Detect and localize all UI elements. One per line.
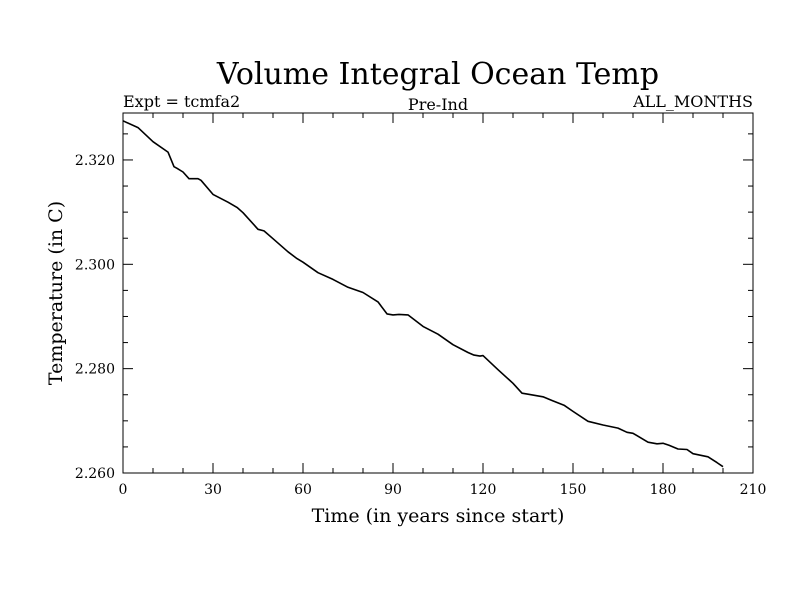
subtitle-right: ALL_MONTHS (632, 92, 753, 111)
x-tick-label: 120 (470, 482, 497, 498)
y-tick-label: 2.280 (75, 362, 115, 378)
x-tick-label: 30 (204, 482, 222, 498)
x-tick-label: 0 (119, 482, 128, 498)
x-tick-label: 180 (650, 482, 677, 498)
x-axis-label: Time (in years since start) (312, 505, 565, 527)
subtitle-left: Expt = tcmfa2 (123, 92, 240, 111)
x-tick-label: 150 (560, 482, 587, 498)
subtitle-center: Pre-Ind (408, 95, 468, 114)
y-axis-label: Temperature (in C) (45, 201, 67, 385)
y-tick-label: 2.300 (75, 257, 115, 273)
x-tick-label: 210 (740, 482, 767, 498)
axis-ticks (122, 113, 754, 474)
x-tick-label: 60 (294, 482, 312, 498)
y-tick-label: 2.260 (75, 466, 115, 482)
x-tick-label: 90 (384, 482, 402, 498)
series-line (122, 120, 724, 468)
axis-tick-labels: 0 30 60 90 120 150 180 210 2.260 2.280 2.300 2.320 (75, 153, 766, 498)
y-tick-label: 2.320 (75, 153, 115, 169)
plot-frame (122, 112, 754, 474)
chart-title: Volume Integral Ocean Temp (216, 57, 659, 92)
